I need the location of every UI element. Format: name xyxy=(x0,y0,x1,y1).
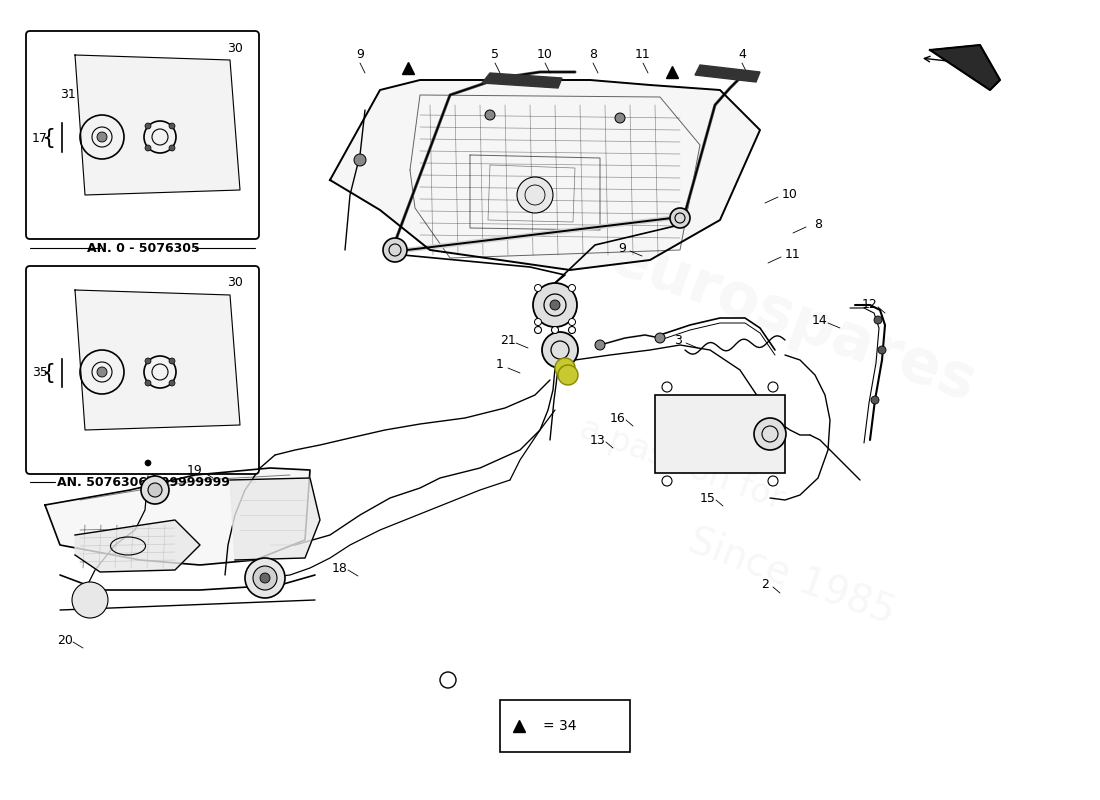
Circle shape xyxy=(871,396,879,404)
Text: {: { xyxy=(41,363,55,383)
Bar xyxy=(500,700,630,752)
Circle shape xyxy=(72,582,108,618)
Text: 15: 15 xyxy=(700,491,716,505)
Text: 2: 2 xyxy=(761,578,769,591)
Text: 13: 13 xyxy=(590,434,606,446)
Circle shape xyxy=(440,672,456,688)
Circle shape xyxy=(253,566,277,590)
Circle shape xyxy=(662,476,672,486)
Circle shape xyxy=(768,476,778,486)
Circle shape xyxy=(550,300,560,310)
Circle shape xyxy=(141,476,169,504)
Circle shape xyxy=(569,326,575,334)
Text: 8: 8 xyxy=(588,49,597,62)
Circle shape xyxy=(169,380,175,386)
Text: 8: 8 xyxy=(814,218,822,231)
Circle shape xyxy=(535,326,541,334)
Text: 5: 5 xyxy=(491,49,499,62)
Polygon shape xyxy=(75,290,240,430)
FancyBboxPatch shape xyxy=(26,31,258,239)
Text: 18: 18 xyxy=(332,562,348,574)
Circle shape xyxy=(670,208,690,228)
Circle shape xyxy=(245,558,285,598)
Text: 10: 10 xyxy=(782,189,797,202)
Text: {: { xyxy=(41,128,55,148)
Polygon shape xyxy=(75,55,240,195)
Polygon shape xyxy=(330,80,760,270)
Text: 3: 3 xyxy=(674,334,682,346)
Text: 35: 35 xyxy=(32,366,48,379)
Polygon shape xyxy=(695,65,760,82)
Text: 9: 9 xyxy=(356,49,364,62)
Circle shape xyxy=(145,358,151,364)
Circle shape xyxy=(768,382,778,392)
Circle shape xyxy=(169,145,175,151)
Polygon shape xyxy=(230,478,320,560)
Circle shape xyxy=(145,460,151,466)
Text: 17: 17 xyxy=(32,131,48,145)
Polygon shape xyxy=(930,45,1000,90)
Circle shape xyxy=(542,332,578,368)
Circle shape xyxy=(145,123,151,129)
Circle shape xyxy=(754,418,786,450)
Circle shape xyxy=(535,318,541,326)
Circle shape xyxy=(878,346,886,354)
Bar xyxy=(654,395,785,473)
Text: 14: 14 xyxy=(812,314,828,326)
Polygon shape xyxy=(45,468,310,565)
Circle shape xyxy=(169,358,175,364)
Circle shape xyxy=(615,113,625,123)
Circle shape xyxy=(260,573,270,583)
Circle shape xyxy=(595,340,605,350)
Polygon shape xyxy=(75,520,200,572)
Circle shape xyxy=(551,326,559,334)
Polygon shape xyxy=(482,73,562,88)
Circle shape xyxy=(97,132,107,142)
Circle shape xyxy=(145,380,151,386)
Text: eurospares: eurospares xyxy=(601,226,983,414)
Circle shape xyxy=(662,382,672,392)
Text: 1: 1 xyxy=(496,358,504,371)
Text: a passion for: a passion for xyxy=(575,412,789,516)
Text: 11: 11 xyxy=(785,249,801,262)
Circle shape xyxy=(569,285,575,291)
Text: 30: 30 xyxy=(227,42,243,54)
Text: 10: 10 xyxy=(537,49,553,62)
Text: 21: 21 xyxy=(500,334,516,346)
Circle shape xyxy=(145,145,151,151)
Circle shape xyxy=(169,123,175,129)
Text: Since 1985: Since 1985 xyxy=(684,521,900,631)
Circle shape xyxy=(534,283,578,327)
Text: 4: 4 xyxy=(738,49,746,62)
Text: 11: 11 xyxy=(635,49,651,62)
Text: AN. 0 - 5076305: AN. 0 - 5076305 xyxy=(87,242,199,254)
Text: 16: 16 xyxy=(610,411,626,425)
Circle shape xyxy=(148,483,162,497)
Circle shape xyxy=(535,285,541,291)
Text: 31: 31 xyxy=(60,89,76,102)
Text: 19: 19 xyxy=(187,463,202,477)
Circle shape xyxy=(558,365,578,385)
Text: 12: 12 xyxy=(862,298,878,311)
Circle shape xyxy=(97,367,107,377)
Text: 20: 20 xyxy=(57,634,73,646)
Circle shape xyxy=(874,316,882,324)
Circle shape xyxy=(556,358,575,378)
Text: AN. 5076306 - 99999999: AN. 5076306 - 99999999 xyxy=(56,475,230,489)
Circle shape xyxy=(354,154,366,166)
Circle shape xyxy=(517,177,553,213)
Circle shape xyxy=(654,333,666,343)
Circle shape xyxy=(569,318,575,326)
Text: 30: 30 xyxy=(227,277,243,290)
FancyBboxPatch shape xyxy=(26,266,258,474)
Text: 9: 9 xyxy=(618,242,626,254)
Circle shape xyxy=(383,238,407,262)
Text: = 34: = 34 xyxy=(543,719,576,733)
Circle shape xyxy=(485,110,495,120)
